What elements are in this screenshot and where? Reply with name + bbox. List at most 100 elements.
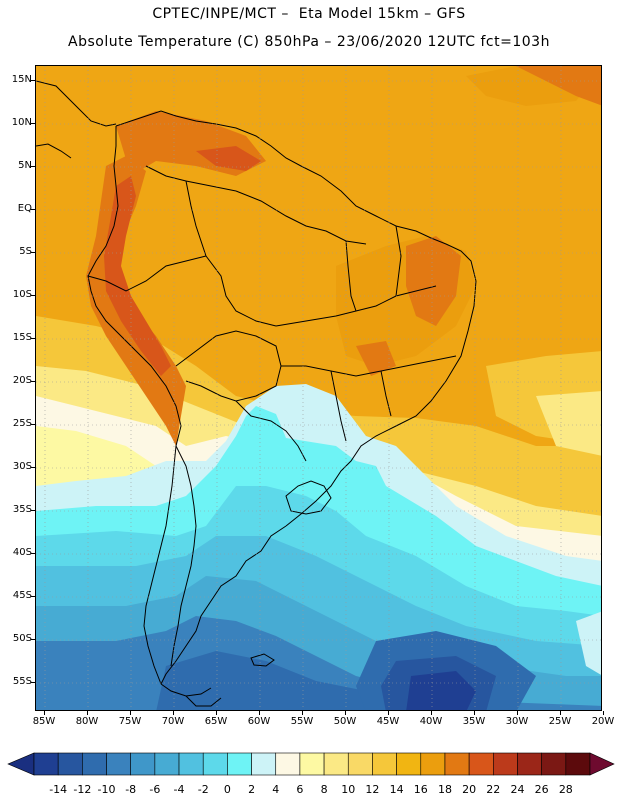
lon-tick <box>302 711 303 715</box>
colorbar-swatch <box>372 752 397 776</box>
colorbar-label: 8 <box>320 783 328 796</box>
colorbar-label: -6 <box>149 783 161 796</box>
lon-label: 30W <box>505 716 529 727</box>
colorbar-label: 22 <box>486 783 501 796</box>
lat-label: 15S <box>12 332 32 343</box>
colorbar-label: 20 <box>462 783 477 796</box>
colorbar-swatch <box>251 752 277 776</box>
title-line-1: CPTEC/INPE/MCT – Eta Model 15km – GFS <box>152 6 466 22</box>
lon-label: 65W <box>204 716 228 727</box>
colorbar-swatch <box>82 752 107 776</box>
lon-tick <box>345 711 346 715</box>
colorbar-swatch <box>517 752 542 776</box>
lon-tick <box>431 711 432 715</box>
colorbar-swatch <box>444 752 470 776</box>
colorbar-swatch <box>130 752 156 776</box>
colorbar-label: 18 <box>437 783 452 796</box>
lat-label: 15N <box>11 74 32 85</box>
colorbar-label: 10 <box>341 783 356 796</box>
colorbar-label: 0 <box>223 783 231 796</box>
colorbar-swatch <box>33 752 59 776</box>
lat-label: 35S <box>12 504 32 515</box>
lon-tick <box>173 711 174 715</box>
colorbar-label: 6 <box>296 783 304 796</box>
lon-label: 75W <box>118 716 142 727</box>
colorbar-label: 26 <box>534 783 549 796</box>
lat-tick <box>31 381 35 382</box>
lat-tick <box>31 209 35 210</box>
colorbar-label: 2 <box>248 783 256 796</box>
lat-tick <box>31 553 35 554</box>
lon-label: 60W <box>247 716 271 727</box>
lat-label: 45S <box>12 590 32 601</box>
colorbar-label: -12 <box>73 783 92 796</box>
colorbar-swatch <box>468 752 494 776</box>
lon-tick <box>388 711 389 715</box>
colorbar-swatch <box>57 752 83 776</box>
colorbar-label: -2 <box>197 783 209 796</box>
colorbar-label: -4 <box>173 783 185 796</box>
lon-label: 25W <box>548 716 572 727</box>
lat-label: EQ <box>17 203 32 214</box>
lon-tick <box>603 711 604 715</box>
colorbar-label: 24 <box>510 783 525 796</box>
lon-label: 45W <box>376 716 400 727</box>
lat-label: 10N <box>11 117 32 128</box>
lat-label: 55S <box>12 676 32 687</box>
colorbar-swatch <box>347 752 373 776</box>
colorbar <box>7 752 615 776</box>
lat-tick <box>31 467 35 468</box>
lon-label: 35W <box>462 716 486 727</box>
lon-label: 55W <box>290 716 314 727</box>
lon-label: 40W <box>419 716 443 727</box>
colorbar-label: -10 <box>97 783 116 796</box>
colorbar-label: 16 <box>413 783 428 796</box>
colorbar-label: 14 <box>389 783 404 796</box>
colorbar-swatch <box>178 752 204 776</box>
colorbar-label: 4 <box>272 783 280 796</box>
lat-label: 30S <box>12 461 32 472</box>
colorbar-swatch <box>493 752 518 776</box>
colorbar-swatch <box>299 752 325 776</box>
colorbar-over-arrow <box>589 752 615 776</box>
colorbar-label: 28 <box>558 783 573 796</box>
lon-tick <box>474 711 475 715</box>
lon-label: 50W <box>333 716 357 727</box>
lat-label: 25S <box>12 418 32 429</box>
lat-tick <box>31 510 35 511</box>
lon-tick <box>130 711 131 715</box>
title-line-2: Absolute Temperature (C) 850hPa – 23/06/… <box>68 34 550 50</box>
colorbar-swatch <box>154 752 180 776</box>
lon-tick <box>560 711 561 715</box>
lon-label: 70W <box>161 716 185 727</box>
colorbar-swatch <box>275 752 301 776</box>
lat-label: 10S <box>12 289 32 300</box>
lat-label: 5N <box>18 160 32 171</box>
lat-tick <box>31 596 35 597</box>
lat-tick <box>31 123 35 124</box>
lat-label: 40S <box>12 547 32 558</box>
colorbar-swatch <box>396 752 422 776</box>
lat-tick <box>31 80 35 81</box>
temperature-map <box>35 65 602 711</box>
lat-tick <box>31 682 35 683</box>
lat-tick <box>31 424 35 425</box>
colorbar-swatch <box>202 752 228 776</box>
lat-label: 20S <box>12 375 32 386</box>
colorbar-swatch <box>227 752 252 776</box>
colorbar-swatch <box>541 752 567 776</box>
lon-tick <box>216 711 217 715</box>
lat-label: 50S <box>12 633 32 644</box>
lat-tick <box>31 252 35 253</box>
lat-tick <box>31 166 35 167</box>
lon-tick <box>87 711 88 715</box>
colorbar-swatch <box>565 752 591 776</box>
colorbar-label: 12 <box>365 783 380 796</box>
lon-label: 85W <box>32 716 56 727</box>
lon-tick <box>517 711 518 715</box>
colorbar-swatch <box>106 752 131 776</box>
lat-tick <box>31 295 35 296</box>
lat-tick <box>31 338 35 339</box>
colorbar-under-arrow <box>7 752 35 776</box>
colorbar-label: -8 <box>125 783 137 796</box>
